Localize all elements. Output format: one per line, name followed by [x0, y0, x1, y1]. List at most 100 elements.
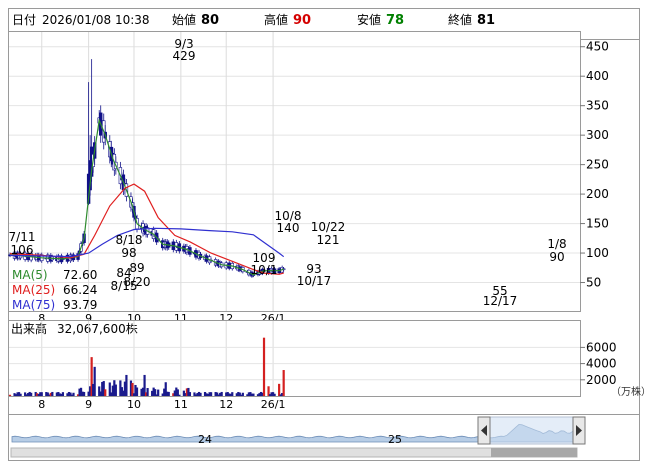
price-x-tick-label: 8 [38, 312, 45, 325]
volume-bar [146, 388, 149, 396]
volume-bar [178, 394, 181, 396]
open-value: 80 [201, 13, 219, 28]
price-y-tick-label: 400 [586, 69, 609, 83]
volume-bar [8, 394, 12, 396]
volume-bar [70, 394, 74, 396]
volume-bar [281, 392, 284, 396]
ma25-label: MA(25) [12, 283, 55, 297]
close-label: 終値 [448, 12, 472, 27]
volume-bar [176, 389, 179, 396]
volume-bar [114, 384, 117, 396]
annotation-value: 140 [277, 221, 300, 235]
volume-bar [196, 392, 199, 396]
volume-x-tick-label: 10 [127, 398, 141, 411]
ma-legend: MA(5) 72.60 MA(25) 66.24 MA(75) 93.79 [12, 268, 97, 312]
annotation-value: 84 [116, 266, 131, 280]
low-label: 安値 [357, 12, 381, 27]
volume-bar [66, 393, 69, 396]
volume-bar [268, 394, 272, 396]
volume-bar [167, 391, 170, 396]
volume-bar [182, 390, 185, 396]
volume-bar [30, 392, 33, 396]
volume-y-tick-label: 4000 [586, 357, 617, 371]
volume-bar [267, 386, 270, 396]
date-label: 日付 [12, 13, 36, 27]
volume-bar [104, 389, 107, 396]
volume-bar [78, 388, 81, 396]
volume-bar [67, 391, 71, 396]
annotation-value: 109 [253, 251, 276, 265]
volume-bar [164, 382, 167, 396]
volume-bar [247, 392, 250, 396]
volume-bar [119, 380, 122, 396]
annotation-date: 10/1 [251, 263, 278, 277]
volume-bar [92, 383, 95, 396]
volume-bar [69, 392, 72, 396]
volume-bar [14, 394, 18, 396]
volume-bar [89, 386, 92, 396]
navigator-year-label: 24 [198, 433, 212, 446]
ma5-label: MA(5) [12, 268, 48, 282]
volume-bar [193, 392, 196, 396]
volume-bar [185, 388, 189, 396]
volume-bar [132, 393, 136, 396]
volume-bar [51, 391, 54, 396]
annotation-value: 98 [121, 246, 136, 260]
volume-bar [120, 387, 123, 396]
volume-bar [229, 393, 232, 396]
volume-bar [157, 389, 160, 396]
volume-y-tick-label: 6000 [586, 340, 617, 354]
chevron-left-icon [481, 425, 487, 436]
volume-bar [161, 393, 164, 396]
price-y-tick-label: 300 [586, 128, 609, 142]
volume-title-value: 32,067,600株 [57, 321, 138, 336]
volume-grid [9, 321, 580, 396]
volume-bar [17, 392, 21, 396]
volume-bar [123, 381, 127, 396]
volume-bar [28, 391, 31, 396]
annotation-date: 10/17 [297, 274, 332, 288]
volume-y-axis: 2000 4000 6000 [580, 340, 617, 387]
volume-bar [48, 394, 51, 396]
volume-bar [194, 394, 198, 396]
volume-bar [102, 381, 105, 396]
volume-bar [226, 392, 229, 396]
volume-bar [197, 391, 201, 396]
volume-bar [16, 392, 19, 396]
volume-bar [270, 392, 273, 396]
volume-bar [45, 392, 48, 396]
moving-average-lines [9, 118, 285, 276]
volume-bar [203, 391, 207, 396]
volume-bar [252, 393, 255, 396]
navigator-window[interactable] [485, 416, 579, 445]
chevron-right-icon [576, 425, 582, 436]
volume-bar [140, 388, 143, 396]
close-value: 81 [477, 13, 495, 28]
annotation-date: 8/20 [124, 275, 151, 289]
volume-bar [262, 337, 266, 396]
volume-bar [90, 357, 93, 396]
volume-bar [61, 392, 65, 396]
volume-bar [34, 391, 37, 396]
volume-bar [39, 392, 42, 396]
navigator-scrollbar-thumb[interactable] [491, 448, 577, 457]
volume-bar [76, 394, 80, 396]
price-y-tick-label: 450 [586, 40, 609, 54]
volume-bar [108, 382, 111, 396]
volume-bar [175, 387, 178, 396]
volume-bar [79, 387, 83, 396]
volume-bar [235, 393, 238, 396]
annotation-date: 10/22 [311, 220, 346, 234]
annotation-date: 9/3 [174, 37, 193, 51]
volume-title-label: 出来高 [11, 321, 47, 336]
price-y-tick-label: 200 [586, 187, 609, 201]
volume-bar [36, 393, 39, 396]
volume-bar [27, 393, 30, 396]
price-x-tick-label: 9 [85, 312, 92, 325]
volume-bar [144, 392, 148, 396]
volume-bar [141, 387, 145, 396]
volume-bar [259, 391, 263, 396]
volume-bar [258, 393, 261, 396]
volume-bar [261, 392, 264, 396]
